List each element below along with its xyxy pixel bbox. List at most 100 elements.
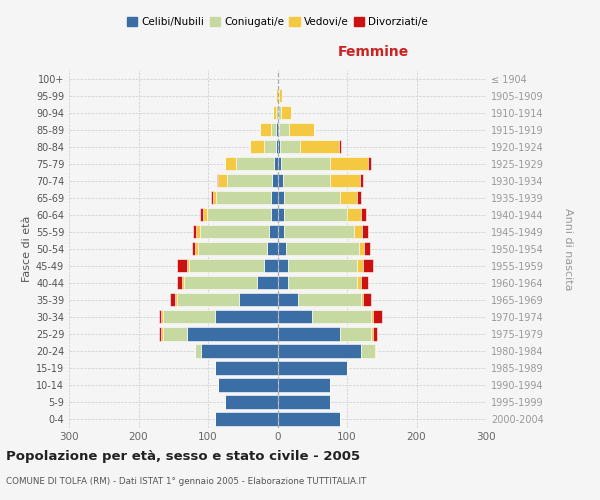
Bar	[329, 157, 368, 170]
Bar	[201, 344, 277, 358]
Bar	[284, 225, 354, 238]
Bar	[361, 208, 367, 222]
Bar	[368, 157, 371, 170]
Bar	[218, 174, 227, 188]
Bar	[163, 310, 215, 324]
Bar	[206, 208, 271, 222]
Bar	[277, 362, 347, 374]
Bar	[373, 310, 382, 324]
Bar	[289, 123, 314, 136]
Bar	[371, 327, 373, 340]
Bar	[281, 157, 329, 170]
Bar	[197, 242, 267, 256]
Bar	[177, 276, 182, 289]
Bar	[177, 259, 187, 272]
Text: Femmine: Femmine	[338, 46, 409, 60]
Bar	[373, 327, 377, 340]
Bar	[187, 327, 277, 340]
Bar	[277, 140, 280, 153]
Bar	[215, 412, 277, 426]
Bar	[276, 106, 277, 119]
Bar	[364, 242, 370, 256]
Bar	[280, 140, 301, 153]
Legend: Celibi/Nubili, Coniugati/e, Vedovi/e, Divorziati/e: Celibi/Nubili, Coniugati/e, Vedovi/e, Di…	[122, 12, 433, 31]
Bar	[277, 123, 279, 136]
Bar	[218, 378, 277, 392]
Bar	[288, 259, 358, 272]
Bar	[211, 191, 213, 204]
Bar	[359, 242, 364, 256]
Bar	[187, 259, 188, 272]
Bar	[272, 106, 276, 119]
Bar	[277, 327, 340, 340]
Bar	[203, 208, 206, 222]
Bar	[263, 140, 276, 153]
Bar	[269, 225, 277, 238]
Bar	[161, 310, 163, 324]
Bar	[227, 174, 272, 188]
Bar	[226, 396, 277, 408]
Bar	[160, 327, 161, 340]
Bar	[331, 174, 359, 188]
Bar	[239, 293, 277, 306]
Bar	[338, 140, 341, 153]
Bar	[213, 191, 217, 204]
Y-axis label: Anni di nascita: Anni di nascita	[563, 208, 573, 290]
Bar	[182, 276, 184, 289]
Bar	[358, 191, 361, 204]
Bar	[340, 191, 358, 204]
Bar	[184, 276, 257, 289]
Bar	[363, 293, 371, 306]
Text: Popolazione per età, sesso e stato civile - 2005: Popolazione per età, sesso e stato civil…	[6, 450, 360, 463]
Bar	[196, 225, 200, 238]
Bar	[175, 293, 177, 306]
Bar	[277, 191, 284, 204]
Bar	[274, 157, 277, 170]
Bar	[298, 293, 361, 306]
Bar	[277, 157, 281, 170]
Bar	[196, 242, 197, 256]
Bar	[359, 174, 363, 188]
Bar	[215, 362, 277, 374]
Bar	[257, 276, 277, 289]
Bar	[263, 259, 277, 272]
Bar	[358, 259, 363, 272]
Bar	[288, 276, 358, 289]
Bar	[281, 106, 292, 119]
Bar	[358, 276, 361, 289]
Bar	[277, 396, 329, 408]
Bar	[276, 140, 277, 153]
Text: COMUNE DI TOLFA (RM) - Dati ISTAT 1° gennaio 2005 - Elaborazione TUTTITALIA.IT: COMUNE DI TOLFA (RM) - Dati ISTAT 1° gen…	[6, 478, 367, 486]
Bar	[271, 208, 277, 222]
Bar	[361, 344, 375, 358]
Bar	[340, 327, 371, 340]
Bar	[217, 174, 218, 188]
Bar	[284, 191, 340, 204]
Bar	[375, 344, 376, 358]
Bar	[347, 208, 361, 222]
Bar	[277, 293, 298, 306]
Bar	[193, 225, 196, 238]
Bar	[363, 259, 373, 272]
Bar	[271, 191, 277, 204]
Bar	[277, 89, 279, 102]
Bar	[226, 157, 236, 170]
Bar	[260, 123, 271, 136]
Bar	[286, 242, 359, 256]
Bar	[277, 344, 361, 358]
Bar	[354, 225, 362, 238]
Bar	[250, 140, 263, 153]
Bar	[177, 293, 239, 306]
Bar	[283, 174, 331, 188]
Bar	[170, 293, 175, 306]
Bar	[160, 310, 161, 324]
Bar	[279, 123, 289, 136]
Bar	[161, 327, 163, 340]
Bar	[277, 378, 329, 392]
Bar	[277, 174, 283, 188]
Bar	[276, 123, 277, 136]
Bar	[277, 412, 340, 426]
Bar	[267, 242, 277, 256]
Bar	[277, 310, 312, 324]
Bar	[215, 310, 277, 324]
